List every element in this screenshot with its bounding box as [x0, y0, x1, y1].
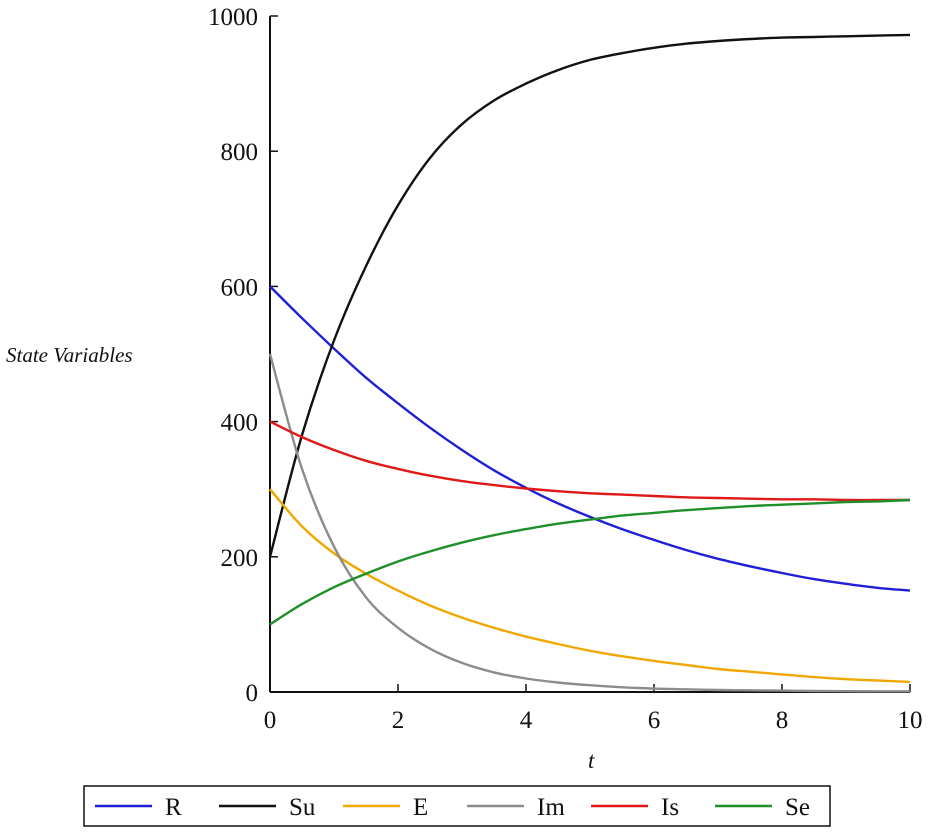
y-tick-label: 400 — [221, 410, 259, 437]
axes — [269, 16, 910, 693]
legend-label-e: E — [413, 794, 428, 821]
x-tick-label: 10 — [898, 707, 923, 734]
y-tick-label: 800 — [221, 139, 259, 166]
x-tick-label: 6 — [648, 707, 661, 734]
y-tick-label: 0 — [246, 680, 259, 707]
legend-box — [83, 785, 831, 827]
series-line-is — [269, 420, 910, 502]
legend-label-r: R — [165, 794, 182, 821]
series-line-su — [268, 33, 911, 558]
x-tick-label: 8 — [776, 707, 789, 734]
series-lines — [268, 33, 911, 693]
x-tick-label: 4 — [520, 707, 533, 734]
legend: R Su E Im Is Se — [83, 785, 831, 827]
y-tick-label: 200 — [221, 545, 259, 572]
series-line-im — [268, 353, 910, 693]
legend-label-su: Su — [289, 794, 316, 821]
series-line-se — [269, 498, 911, 626]
x-tick-label: 0 — [264, 707, 277, 734]
ticks: 0 200 400 600 800 1000 0 2 4 6 8 10 — [208, 4, 923, 734]
legend-label-im: Im — [537, 794, 565, 821]
y-tick-label: 600 — [221, 274, 259, 301]
x-axis-label: t — [588, 748, 595, 773]
x-tick-label: 2 — [392, 707, 405, 734]
legend-label-se: Se — [785, 794, 810, 821]
y-tick-label: 1000 — [208, 4, 258, 31]
series-line-r — [269, 285, 911, 592]
y-axis-label: State Variables — [6, 343, 133, 367]
series-line-e — [269, 488, 911, 684]
legend-label-is: Is — [661, 794, 679, 821]
